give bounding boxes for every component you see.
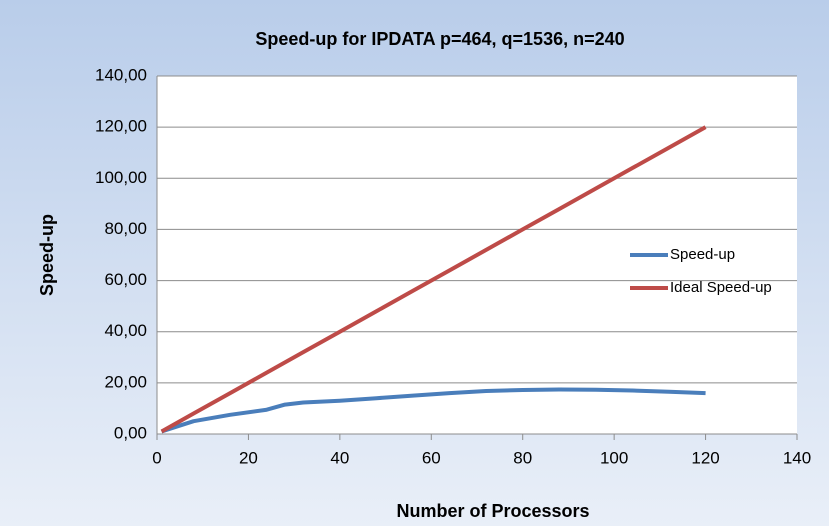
y-tick-label: 0,00 xyxy=(114,423,147,442)
y-tick-label: 120,00 xyxy=(95,117,147,136)
y-tick-label: 140,00 xyxy=(95,65,147,84)
series-line xyxy=(160,387,706,434)
y-axis-label: Speed-up xyxy=(37,214,57,296)
series-line xyxy=(160,125,707,434)
legend-label: Speed-up xyxy=(670,246,735,263)
legend-label: Ideal Speed-up xyxy=(670,279,772,296)
x-tick-label: 20 xyxy=(239,448,258,467)
y-tick-label: 40,00 xyxy=(104,321,147,340)
x-tick-label: 60 xyxy=(422,448,441,467)
x-tick-label: 80 xyxy=(513,448,532,467)
x-axis-label: Number of Processors xyxy=(396,501,589,521)
x-tick-label: 140 xyxy=(783,448,811,467)
x-tick-label: 0 xyxy=(152,448,161,467)
x-tick-label: 40 xyxy=(330,448,349,467)
y-tick-label: 60,00 xyxy=(104,270,147,289)
y-tick-label: 100,00 xyxy=(95,168,147,187)
chart-title: Speed-up for IPDATA p=464, q=1536, n=240 xyxy=(255,29,624,49)
x-tick-label: 100 xyxy=(600,448,628,467)
x-tick-label: 120 xyxy=(691,448,719,467)
y-tick-label: 20,00 xyxy=(104,372,147,391)
y-tick-label: 80,00 xyxy=(104,219,147,238)
